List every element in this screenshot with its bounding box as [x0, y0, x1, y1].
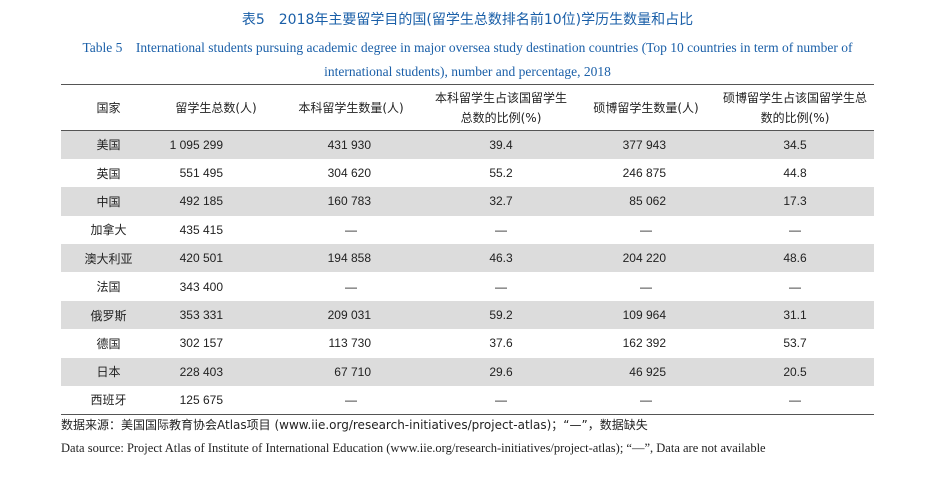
table-cell: — [640, 279, 652, 294]
table-cell: 209 031 [327, 308, 371, 323]
table-row: 澳大利亚 420 501 194 858 46.3 204 220 48.6 [61, 244, 874, 273]
table-cell: 46.3 [489, 251, 513, 266]
table-cell: 59.2 [489, 308, 513, 323]
table-cell: 20.5 [783, 364, 807, 379]
table-cell: — [495, 222, 507, 237]
table-cell: — [426, 386, 576, 415]
table-title-en: Table 5 International students pursuing … [82, 40, 853, 79]
table-cell: 160 783 [327, 194, 371, 209]
table-cell: 162 392 [622, 336, 666, 351]
table-cell: 67 710 [334, 364, 371, 379]
table-cell: — [345, 222, 357, 237]
table-cell: 中国 [96, 194, 121, 209]
table-cell: 37.6 [489, 336, 513, 351]
table-cell: 125 675 [156, 386, 276, 415]
table-cell: 343 400 [179, 279, 223, 294]
table-cell: 48.6 [783, 251, 807, 266]
column-header-country: 国家 [61, 84, 156, 131]
table-cell: 俄罗斯 [90, 308, 127, 323]
table-cell: 美国 [96, 138, 121, 153]
table-cell: 85 062 [629, 194, 666, 209]
table-cell: 34.5 [783, 137, 807, 152]
column-header-grad-count: 硕博留学生数量(人) [576, 84, 716, 131]
table-row: 日本 228 403 67 710 29.6 46 925 20.5 [61, 357, 874, 387]
table-cell: 431 930 [327, 137, 371, 152]
table-cell: 53.7 [783, 336, 807, 351]
table-title-cn: 表5 2018年主要留学目的国(留学生总数排名前10位)学历生数量和占比 [241, 12, 694, 28]
table-cell: 澳大利亚 [84, 251, 133, 266]
table-cell: 46 925 [629, 364, 666, 379]
table-cell: 17.3 [783, 194, 807, 209]
table-cell: — [495, 279, 507, 294]
table-cell: 302 157 [179, 336, 223, 351]
table-cell: 44.8 [783, 166, 807, 181]
table-cell: 加拿大 [90, 223, 127, 238]
table-cell: 29.6 [489, 364, 513, 379]
table-cell: — [576, 386, 716, 415]
table-cell: 204 220 [622, 251, 666, 266]
table-cell: — [640, 222, 652, 237]
table-cell: 551 495 [179, 166, 223, 181]
table-body: 美国 1 095 299 431 930 39.4 377 943 34.5 英国 551 4… [61, 130, 874, 415]
table-row: 英国 551 495 304 620 55.2 246 875 44.8 [61, 159, 874, 187]
table-cell: 492 185 [179, 194, 223, 209]
table-cell: 英国 [96, 166, 121, 181]
table-cell: 194 858 [327, 251, 371, 266]
table-header-row: 国家 留学生总数(人) 本科留学生数量(人) 本科留学生占该国留学生总数的比例(… [61, 84, 874, 131]
table-row: 中国 492 185 160 783 32.7 85 062 17.3 [61, 187, 874, 216]
column-header-grad-pct: 硕博留学生占该国留学生总数的比例(%) [716, 84, 874, 131]
column-header-undergrad-count: 本科留学生数量(人) [276, 84, 426, 131]
table-cell: 113 730 [328, 336, 372, 351]
table-cell: 日本 [96, 365, 121, 380]
table-cell: — [789, 279, 801, 294]
table-cell: 39.4 [489, 137, 513, 152]
table-cell: 353 331 [179, 308, 223, 323]
data-source-note-en: Data source: Project Atlas of Institute … [61, 441, 766, 455]
table-row: 美国 1 095 299 431 930 39.4 377 943 34.5 [61, 130, 874, 159]
table-cell: 32.7 [489, 194, 513, 209]
data-source-note-cn: 数据来源：美国国际教育协会Atlas项目 (www.iie.org/resear… [61, 418, 648, 432]
table-row: 俄罗斯 353 331 209 031 59.2 109 964 31.1 [61, 300, 874, 330]
table-cell: — [789, 222, 801, 237]
table-cell: 法国 [96, 280, 121, 295]
table-row: 法国 343 400 — — — — [61, 272, 874, 300]
table-cell: 377 943 [622, 137, 666, 152]
table-cell: — [716, 386, 874, 415]
column-header-undergrad-pct: 本科留学生占该国留学生总数的比例(%) [426, 84, 576, 131]
table-cell: 西班牙 [61, 386, 156, 415]
table-cell: 246 875 [622, 166, 666, 181]
data-table: 国家 留学生总数(人) 本科留学生数量(人) 本科留学生占该国留学生总数的比例(… [61, 84, 874, 415]
column-header-total: 留学生总数(人) [156, 84, 276, 131]
table-cell: 55.2 [489, 166, 513, 181]
table-cell: 德国 [96, 336, 121, 351]
table-cell: 435 415 [179, 222, 223, 237]
table-row: 西班牙 125 675— — — — [61, 386, 874, 415]
table-cell: 31.1 [783, 308, 807, 323]
table-cell: — [276, 386, 426, 415]
table-cell: 304 620 [327, 166, 371, 181]
table-cell: 1 095 299 [169, 137, 223, 152]
table-row: 加拿大 435 415 — — — — [61, 216, 874, 244]
table-cell: 420 501 [179, 251, 223, 266]
table-row: 德国 302 157 113 730 37.6 162 392 53.7 [61, 329, 874, 357]
table-cell: — [345, 279, 357, 294]
table-cell: 109 964 [622, 308, 666, 323]
table-cell: 228 403 [179, 364, 223, 379]
